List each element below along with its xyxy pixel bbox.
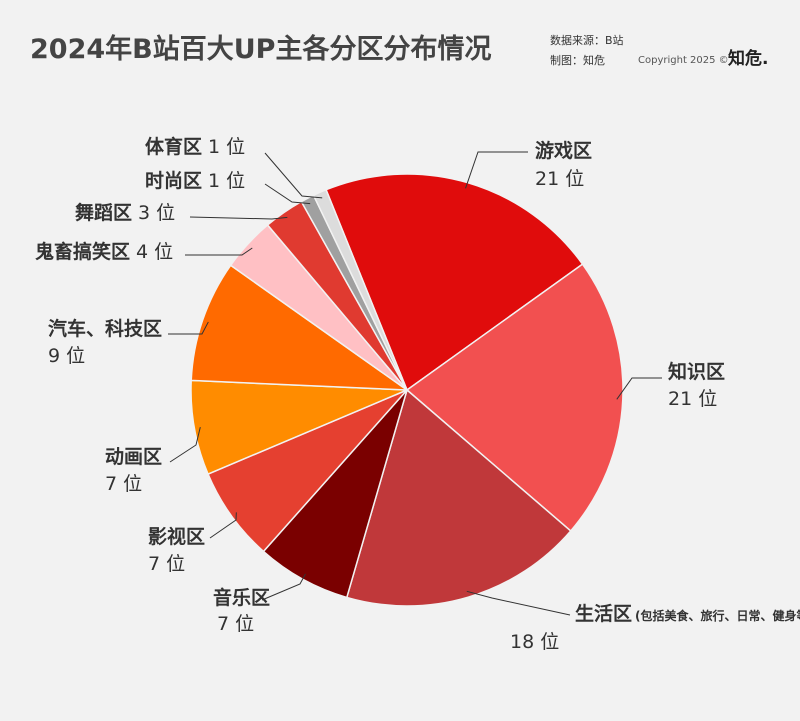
category-name: 游戏区 <box>535 139 592 162</box>
category-label: 汽车、科技区 <box>48 317 162 340</box>
leader-line <box>465 151 528 189</box>
category-label: 动画区 <box>105 446 162 468</box>
pie-slice <box>345 388 572 607</box>
leader-line <box>616 377 662 400</box>
category-name: 体育区 <box>145 135 202 158</box>
category-name: 汽车、科技区 <box>48 317 162 340</box>
leader-line <box>466 590 571 616</box>
credit: 制图：知危 <box>550 53 605 67</box>
category-name: 生活区 <box>575 602 632 625</box>
source: 数据来源：B站 <box>550 33 624 47</box>
chart-title: 2024年B站百大UP主各分区分布情况 <box>30 33 491 65</box>
category-label: 时尚区 1 位 <box>145 169 245 192</box>
category-name: 鬼畜搞笑区 <box>35 240 130 263</box>
value-label: 18 位 <box>510 631 559 653</box>
category-label: 生活区 (包括美食、旅行、日常、健身等) <box>575 602 800 625</box>
category-label: 体育区 1 位 <box>145 135 245 158</box>
category-name: 舞蹈区 <box>75 201 132 224</box>
value-label: 4 位 <box>136 241 173 263</box>
category-name: 知识区 <box>668 360 725 383</box>
category-name: 音乐区 <box>213 586 270 609</box>
leader-line <box>169 427 201 463</box>
leader-line <box>185 247 253 256</box>
value-label: 3 位 <box>138 202 175 224</box>
category-label: 舞蹈区 3 位 <box>75 201 175 224</box>
leader-line <box>189 216 288 220</box>
leader-line <box>168 321 209 335</box>
leader-line <box>261 573 306 601</box>
category-label: 影视区 <box>148 525 205 548</box>
value-label: 9 位 <box>48 345 85 367</box>
value-label: 7 位 <box>217 613 254 635</box>
category-label: 音乐区 <box>213 586 270 609</box>
annotation: (包括美食、旅行、日常、健身等) <box>635 608 800 623</box>
logo: 知危. <box>727 48 768 69</box>
category-name: 动画区 <box>105 446 162 468</box>
leader-line <box>264 183 311 205</box>
value-label: 21 位 <box>535 168 584 190</box>
value-label: 21 位 <box>668 388 717 410</box>
category-label: 鬼畜搞笑区 4 位 <box>35 240 173 263</box>
pie-slice <box>312 188 408 391</box>
pie-slice <box>190 264 410 391</box>
leader-line <box>264 152 323 199</box>
category-name: 时尚区 <box>145 169 202 192</box>
copyright: Copyright 2025 © <box>638 55 729 66</box>
pie-slice <box>405 263 624 532</box>
category-label: 知识区 <box>668 360 725 383</box>
value-label: 7 位 <box>148 553 185 575</box>
value-label: 7 位 <box>105 473 142 495</box>
value-label: 1 位 <box>208 136 245 158</box>
category-name: 影视区 <box>148 525 205 548</box>
value-label: 1 位 <box>208 170 245 192</box>
category-label: 游戏区 <box>535 139 592 162</box>
leader-line <box>209 512 237 539</box>
